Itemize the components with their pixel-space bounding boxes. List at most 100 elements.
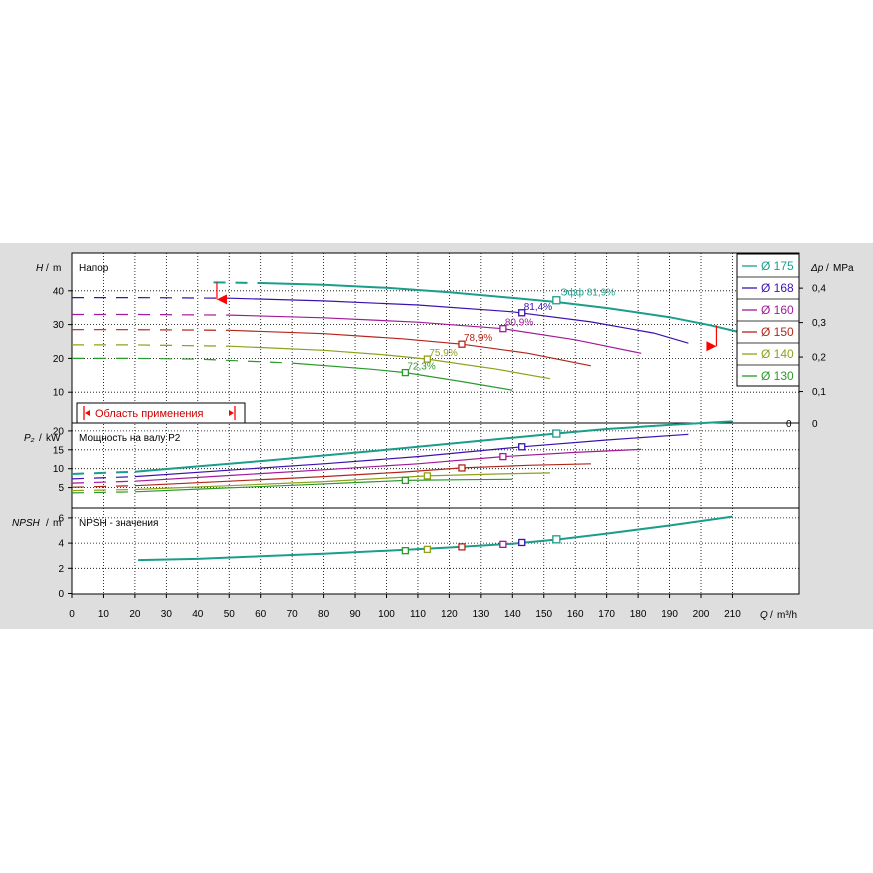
flow-axis-unit: m³/h bbox=[777, 610, 797, 621]
x-tick-label: 60 bbox=[255, 609, 267, 620]
bep-marker bbox=[401, 476, 410, 485]
pressure-axis-unit: MPa bbox=[833, 263, 854, 274]
bep-marker bbox=[458, 464, 466, 472]
efficiency-label: 80,9% bbox=[505, 318, 533, 329]
x-tick-label: 70 bbox=[287, 609, 299, 620]
legend-frame bbox=[736, 253, 800, 387]
y-tick-label: 0 bbox=[58, 589, 64, 600]
y-tick-label: 40 bbox=[53, 286, 65, 297]
bep-marker bbox=[552, 429, 561, 438]
y-tick-label: 5 bbox=[58, 483, 64, 494]
range-left-arrow-icon bbox=[85, 410, 90, 416]
bep-marker bbox=[423, 545, 432, 554]
curve-line bbox=[134, 448, 642, 482]
efficiency-label: 72,3% bbox=[407, 362, 435, 373]
axis-ticks: 0 10 20 30 40 50 60 70 80 90 100 110 120 130 140 150 160… bbox=[53, 284, 826, 620]
curve-line bbox=[229, 329, 592, 367]
y-tick-label: 4 bbox=[58, 539, 64, 550]
operating-range-label-box: Область применения bbox=[76, 402, 246, 424]
y2-tick-label: 0,3 bbox=[812, 318, 826, 329]
npsh-axis-symbol: NPSH bbox=[12, 518, 41, 529]
curve-line bbox=[229, 297, 689, 344]
bep-marker bbox=[458, 340, 466, 348]
x-tick-label: 110 bbox=[410, 609, 426, 620]
curve-extension bbox=[213, 281, 261, 284]
efficiency-label: 81,4% bbox=[524, 302, 552, 313]
power-axis-slash: / bbox=[39, 433, 42, 444]
x-tick-label: 160 bbox=[567, 609, 584, 620]
x-tick-label: 200 bbox=[693, 609, 710, 620]
pressure-zero-label: 0 bbox=[812, 419, 818, 430]
range-start-arrow-icon bbox=[216, 294, 227, 305]
bep-marker bbox=[499, 325, 507, 333]
bep-marker bbox=[552, 535, 561, 544]
x-tick-label: 190 bbox=[661, 609, 678, 620]
bep-marker bbox=[401, 368, 410, 377]
x-tick-label: 90 bbox=[349, 609, 361, 620]
y-tick-label: 30 bbox=[53, 320, 65, 331]
curve-extension bbox=[71, 485, 135, 488]
curve-line bbox=[229, 345, 551, 380]
npsh-axis-slash: / bbox=[46, 518, 49, 529]
x-tick-label: 140 bbox=[504, 609, 521, 620]
curve-extension bbox=[71, 491, 135, 494]
x-tick-label: 170 bbox=[598, 609, 615, 620]
bep-marker bbox=[499, 452, 507, 461]
x-tick-label: 150 bbox=[535, 609, 552, 620]
x-tick-label: 210 bbox=[724, 609, 741, 620]
legend-label: Ø 150 bbox=[761, 325, 794, 339]
efficiency-label: 78,9% bbox=[464, 333, 492, 344]
legend-label: Ø 175 bbox=[761, 259, 794, 273]
y2-tick-label: 0,2 bbox=[812, 353, 826, 364]
npsh-plot-frame bbox=[71, 507, 800, 595]
x-tick-label: 130 bbox=[473, 609, 490, 620]
bep-marker bbox=[518, 538, 526, 547]
range-right-arrow-icon bbox=[229, 410, 234, 416]
head-axis-slash: / bbox=[46, 263, 49, 274]
y-tick-label: 10 bbox=[53, 464, 65, 475]
legend-label: Ø 140 bbox=[761, 347, 794, 361]
x-tick-label: 100 bbox=[378, 609, 395, 620]
x-tick-label: 50 bbox=[224, 609, 236, 620]
npsh-axis-unit: m bbox=[53, 518, 61, 529]
curve-line bbox=[137, 515, 733, 562]
flow-axis-symbol: Q bbox=[760, 610, 768, 621]
curve-line bbox=[134, 433, 689, 478]
bep-marker bbox=[518, 443, 526, 451]
best-efficiency-points bbox=[401, 296, 561, 555]
legend-label: Ø 160 bbox=[761, 303, 794, 317]
curve-line bbox=[229, 314, 642, 354]
bep-marker bbox=[552, 296, 561, 305]
curve-extension bbox=[71, 480, 135, 484]
legend-label: Ø 168 bbox=[761, 281, 794, 295]
y-tick-label: 15 bbox=[53, 445, 65, 456]
curve-extension bbox=[71, 488, 135, 492]
range-end-arrow-icon bbox=[706, 341, 717, 352]
bep-marker bbox=[423, 355, 432, 363]
x-tick-label: 10 bbox=[98, 609, 110, 620]
legend-label: Ø 130 bbox=[761, 369, 794, 383]
y-tick-label: 20 bbox=[53, 426, 65, 437]
y2-tick-label: 0,1 bbox=[812, 387, 826, 398]
power-zero-label: 0 bbox=[786, 419, 792, 430]
curve-line bbox=[134, 420, 733, 473]
x-tick-label: 180 bbox=[630, 609, 647, 620]
operating-range-text: Область применения bbox=[95, 408, 204, 420]
performance-curves bbox=[71, 281, 739, 562]
efficiency-labels: Эфф 81,9% 81,4% 80,9% 78,9% 75,9% 72,3% bbox=[407, 286, 615, 372]
pressure-axis-slash: / bbox=[826, 263, 829, 274]
y2-tick-label: 0,4 bbox=[812, 284, 826, 295]
bep-marker bbox=[401, 547, 410, 555]
head-plot-frame bbox=[71, 252, 800, 424]
curve-line bbox=[134, 472, 551, 491]
head-axis-symbol: H bbox=[36, 263, 44, 274]
bep-marker bbox=[458, 543, 466, 551]
curve-line bbox=[134, 463, 591, 487]
pressure-axis-symbol: Δp bbox=[810, 263, 824, 274]
y-tick-label: 6 bbox=[58, 513, 64, 524]
efficiency-label: Эфф 81,9% bbox=[560, 286, 615, 298]
y-tick-label: 20 bbox=[53, 354, 65, 365]
x-tick-label: 0 bbox=[69, 609, 75, 620]
y-tick-label: 2 bbox=[58, 564, 64, 575]
